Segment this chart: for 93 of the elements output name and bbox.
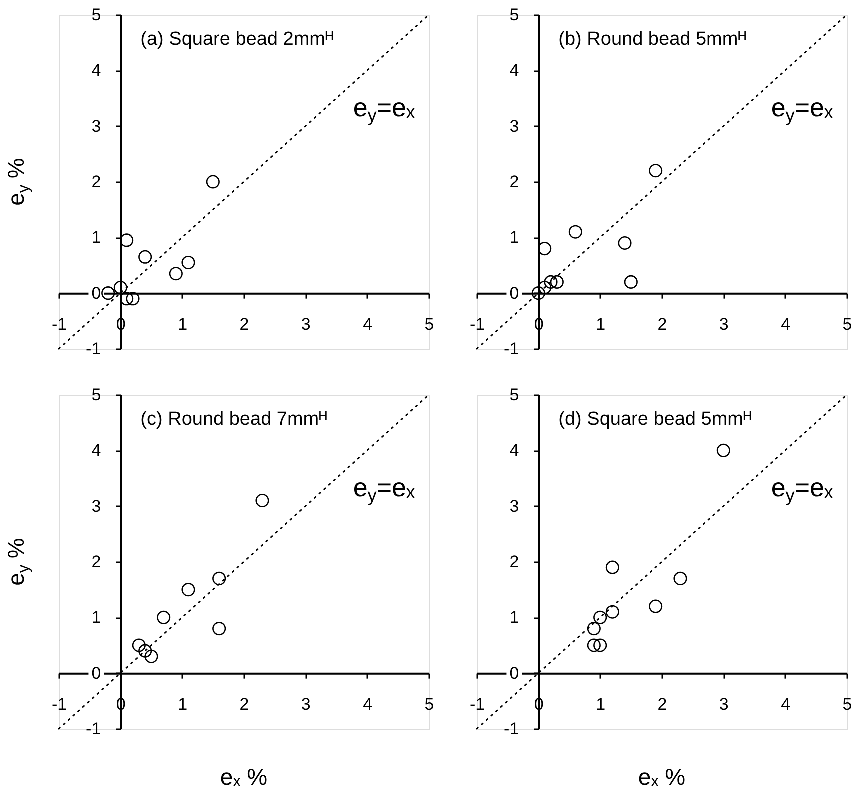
y-tick-label: 2 xyxy=(92,552,102,572)
point xyxy=(138,250,152,264)
x-tick-label: 2 xyxy=(658,314,668,334)
text: (c) Round bead 7mmᴴ xyxy=(140,409,328,430)
point xyxy=(550,275,564,289)
point xyxy=(716,444,730,458)
x-tick-label: 3 xyxy=(719,314,729,334)
y-tick-label: 2 xyxy=(510,172,520,192)
point xyxy=(649,164,663,178)
y-tick-label: 0 xyxy=(92,284,102,303)
point xyxy=(538,242,552,256)
point xyxy=(649,600,663,614)
point xyxy=(120,234,134,248)
point xyxy=(594,638,608,652)
x-tick-label: 1 xyxy=(178,314,188,334)
x-tick-label: 5 xyxy=(842,694,852,714)
x-tick-label: -1 xyxy=(470,694,486,714)
point xyxy=(606,605,620,619)
x-tick-label: 2 xyxy=(658,694,668,714)
x-tick-label: 5 xyxy=(842,314,852,334)
x-axis-title: eₓ % xyxy=(638,764,686,790)
y-tick-label: 4 xyxy=(92,441,102,460)
x-tick-label: 3 xyxy=(719,694,729,714)
point xyxy=(132,638,146,652)
x-tick-label: 4 xyxy=(363,314,373,334)
point xyxy=(182,583,196,597)
x-tick-label: 5 xyxy=(424,694,434,714)
text: (d) Square bead 5mmᴴ xyxy=(558,409,752,430)
point xyxy=(126,292,140,306)
y-tick-label: -1 xyxy=(86,720,102,738)
y-tick-label: 4 xyxy=(510,441,520,460)
point xyxy=(594,610,608,624)
x-tick-label: 2 xyxy=(240,694,250,714)
y-axis-title: ey % xyxy=(3,158,33,206)
point xyxy=(157,610,171,624)
y-tick-label: 3 xyxy=(92,116,102,136)
x-tick-label: -1 xyxy=(470,314,486,334)
point xyxy=(114,281,128,295)
x-tick-label: 3 xyxy=(301,314,311,334)
y-tick-label: 0 xyxy=(92,664,102,683)
point xyxy=(138,644,152,658)
point xyxy=(674,572,688,586)
point xyxy=(144,650,158,664)
y-axis-title: ey % xyxy=(3,538,33,586)
point xyxy=(606,560,620,574)
point xyxy=(256,494,270,508)
point xyxy=(587,622,601,636)
x-tick-label: 1 xyxy=(596,694,606,714)
y-tick-label: 0 xyxy=(510,284,520,303)
point xyxy=(532,286,546,300)
y-tick-label: 3 xyxy=(510,116,520,136)
x-tick-label: 2 xyxy=(240,314,250,334)
x-tick-label: 5 xyxy=(424,314,434,334)
x-tick-label: 4 xyxy=(781,694,791,714)
y-tick-label: -1 xyxy=(504,340,520,358)
point xyxy=(618,236,632,250)
text: (a) Square bead 2mmᴴ xyxy=(140,29,334,50)
point xyxy=(182,256,196,270)
y-tick-label: 3 xyxy=(92,496,102,516)
text: (b) Round bead 5mmᴴ xyxy=(558,29,746,50)
y-tick-label: 1 xyxy=(510,228,520,248)
x-tick-label: 4 xyxy=(781,314,791,334)
x-tick-label: 3 xyxy=(301,694,311,714)
point xyxy=(624,275,638,289)
point xyxy=(169,267,183,281)
x-tick-label: 4 xyxy=(363,694,373,714)
y-tick-label: -1 xyxy=(86,340,102,358)
point xyxy=(568,225,582,239)
x-axis-title: eₓ % xyxy=(220,764,268,790)
y-tick-label: 5 xyxy=(510,6,520,24)
x-tick-label: -1 xyxy=(52,314,68,334)
y-tick-label: 2 xyxy=(92,172,102,192)
y-tick-label: 1 xyxy=(92,608,102,628)
y-tick-label: 4 xyxy=(92,61,102,80)
x-tick-label: 1 xyxy=(596,314,606,334)
y-tick-label: 0 xyxy=(510,664,520,683)
y-tick-label: -1 xyxy=(504,720,520,738)
x-tick-label: 1 xyxy=(178,694,188,714)
y-tick-label: 5 xyxy=(510,386,520,404)
point xyxy=(120,292,134,306)
y-tick-label: 4 xyxy=(510,61,520,80)
x-tick-label: -1 xyxy=(52,694,68,714)
point xyxy=(544,275,558,289)
y-tick-label: 1 xyxy=(510,608,520,628)
y-tick-label: 5 xyxy=(92,6,102,24)
point xyxy=(212,622,226,636)
y-tick-label: 5 xyxy=(92,386,102,404)
point xyxy=(206,175,220,189)
y-tick-label: 1 xyxy=(92,228,102,248)
point xyxy=(212,572,226,586)
y-tick-label: 2 xyxy=(510,552,520,572)
y-tick-label: 3 xyxy=(510,496,520,516)
point xyxy=(587,638,601,652)
